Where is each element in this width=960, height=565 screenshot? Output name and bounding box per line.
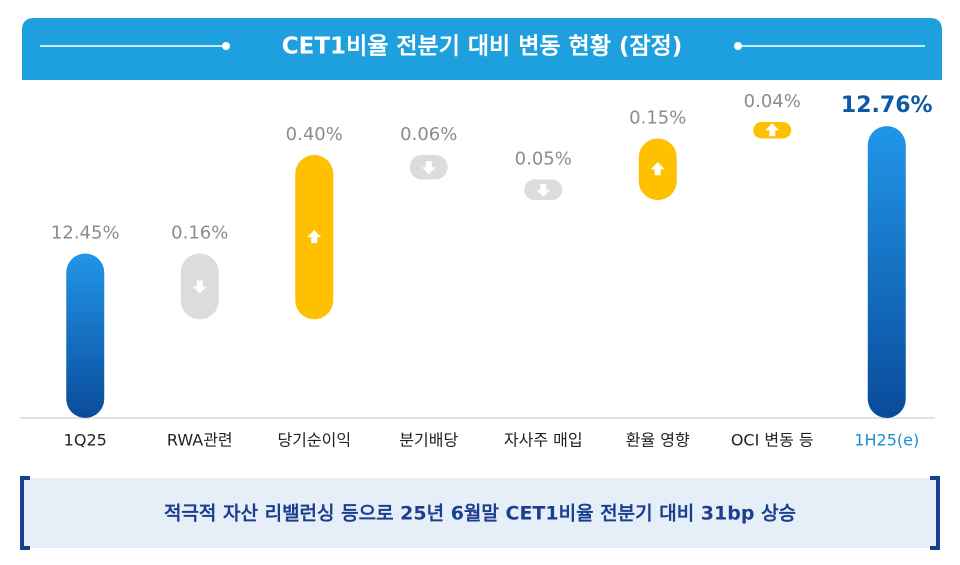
arrow-icon bbox=[536, 183, 551, 197]
value-label: 12.76% bbox=[841, 93, 933, 118]
arrow-icon bbox=[192, 280, 207, 294]
summary-text: 적극적 자산 리밸런싱 등으로 25년 6월말 CET1비율 전분기 대비 31… bbox=[164, 503, 796, 525]
bar bbox=[867, 126, 906, 418]
arrow-icon bbox=[421, 161, 436, 175]
header-banner bbox=[22, 18, 942, 80]
x-tick-label: 환율 영향 bbox=[626, 431, 690, 450]
bracket bbox=[20, 476, 30, 550]
bracket bbox=[930, 476, 940, 550]
x-tick-label: 당기순이익 bbox=[277, 431, 351, 450]
x-tick-label: 분기배당 bbox=[399, 431, 458, 450]
x-tick-label: OCI 변동 등 bbox=[731, 431, 814, 450]
chart-title: CET1비율 전분기 대비 변동 현황 (잠정) bbox=[282, 34, 682, 60]
header-dot bbox=[222, 42, 230, 50]
value-label: 0.04% bbox=[744, 91, 801, 112]
header-dot bbox=[734, 42, 742, 50]
summary-box bbox=[24, 478, 936, 548]
value-label: 12.45% bbox=[51, 223, 120, 244]
value-label: 0.40% bbox=[286, 124, 343, 145]
arrow-icon bbox=[307, 230, 322, 244]
arrow-icon bbox=[765, 123, 780, 137]
value-label: 0.06% bbox=[400, 124, 457, 145]
arrow-icon bbox=[650, 162, 665, 176]
x-tick-label: 1Q25 bbox=[64, 431, 107, 450]
bar bbox=[66, 253, 105, 418]
x-tick-label: 1H25(e) bbox=[854, 431, 919, 450]
value-label: 0.16% bbox=[171, 223, 228, 244]
value-label: 0.15% bbox=[629, 107, 686, 128]
x-tick-label: RWA관련 bbox=[167, 431, 233, 450]
value-label: 0.05% bbox=[515, 149, 572, 170]
x-tick-label: 자사주 매입 bbox=[504, 431, 583, 450]
